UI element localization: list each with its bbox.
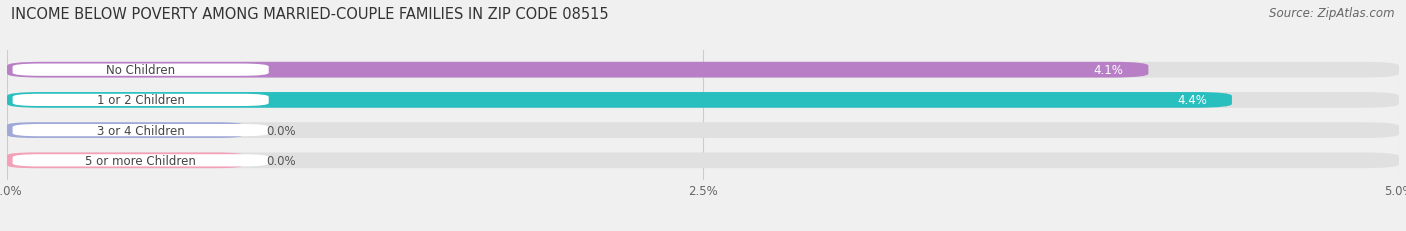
- Text: Source: ZipAtlas.com: Source: ZipAtlas.com: [1270, 7, 1395, 20]
- FancyBboxPatch shape: [13, 64, 269, 76]
- Text: 3 or 4 Children: 3 or 4 Children: [97, 124, 184, 137]
- FancyBboxPatch shape: [7, 93, 1399, 108]
- FancyBboxPatch shape: [7, 63, 1149, 78]
- Text: 0.0%: 0.0%: [266, 154, 295, 167]
- Text: 4.4%: 4.4%: [1177, 94, 1206, 107]
- FancyBboxPatch shape: [7, 123, 243, 138]
- FancyBboxPatch shape: [7, 63, 1399, 78]
- FancyBboxPatch shape: [7, 153, 243, 168]
- FancyBboxPatch shape: [7, 153, 1399, 168]
- Text: 1 or 2 Children: 1 or 2 Children: [97, 94, 184, 107]
- Text: 5 or more Children: 5 or more Children: [86, 154, 195, 167]
- Text: INCOME BELOW POVERTY AMONG MARRIED-COUPLE FAMILIES IN ZIP CODE 08515: INCOME BELOW POVERTY AMONG MARRIED-COUPL…: [11, 7, 609, 22]
- FancyBboxPatch shape: [13, 94, 269, 106]
- Text: 0.0%: 0.0%: [266, 124, 295, 137]
- Text: 4.1%: 4.1%: [1094, 64, 1123, 77]
- FancyBboxPatch shape: [13, 155, 269, 167]
- FancyBboxPatch shape: [13, 125, 269, 137]
- Text: No Children: No Children: [105, 64, 176, 77]
- FancyBboxPatch shape: [7, 93, 1232, 108]
- FancyBboxPatch shape: [7, 123, 1399, 138]
